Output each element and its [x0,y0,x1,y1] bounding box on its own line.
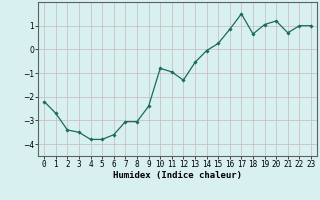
X-axis label: Humidex (Indice chaleur): Humidex (Indice chaleur) [113,171,242,180]
